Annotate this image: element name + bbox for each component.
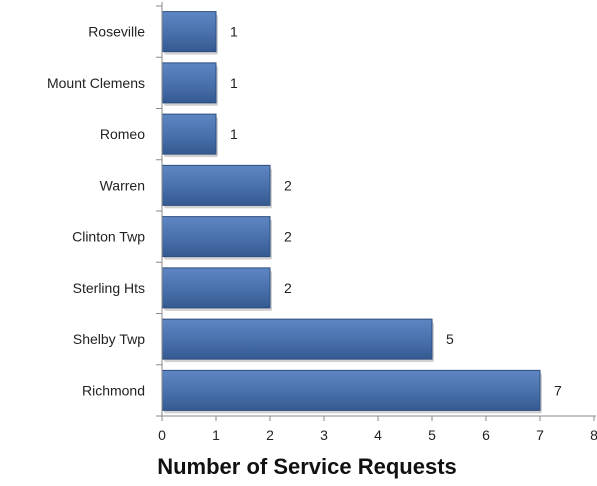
bar-mount-clemens [161,62,217,104]
x-tick-label: 8 [590,427,597,443]
category-label: Shelby Twp [73,331,145,347]
value-label: 1 [230,75,238,91]
value-label: 1 [230,24,238,40]
bar-romeo [161,113,217,155]
bar-sterling-hts [161,267,271,309]
value-label: 2 [284,280,292,296]
bar-clinton-twp [161,216,271,258]
x-tick-label: 2 [266,427,274,443]
bar-richmond [161,369,541,411]
x-tick-label: 0 [158,427,166,443]
bars-layer [161,11,542,414]
category-label: Sterling Hts [73,280,145,296]
x-tick-label: 4 [374,427,382,443]
category-label: Richmond [82,382,145,398]
axis-layer: Roseville 1 Mount Clemens 1 Romeo 1 Warren 2 Cli… [47,2,597,443]
x-tick-label: 3 [320,427,328,443]
value-label: 2 [284,177,292,193]
value-label: 5 [446,331,454,347]
category-label: Clinton Twp [72,229,145,245]
value-label: 2 [284,229,292,245]
value-label: 1 [230,126,238,142]
category-label: Romeo [100,126,145,142]
x-tick-label: 7 [536,427,544,443]
bar-warren [161,164,271,206]
x-tick-label: 6 [482,427,490,443]
value-label: 7 [554,382,562,398]
category-label: Roseville [88,24,145,40]
category-label: Warren [100,177,145,193]
x-axis-title: Number of Service Requests [157,454,457,479]
bar-shelby-twp [161,318,433,360]
category-label: Mount Clemens [47,75,145,91]
x-tick-label: 1 [212,427,220,443]
x-tick-label: 5 [428,427,436,443]
bar-roseville [161,11,217,53]
